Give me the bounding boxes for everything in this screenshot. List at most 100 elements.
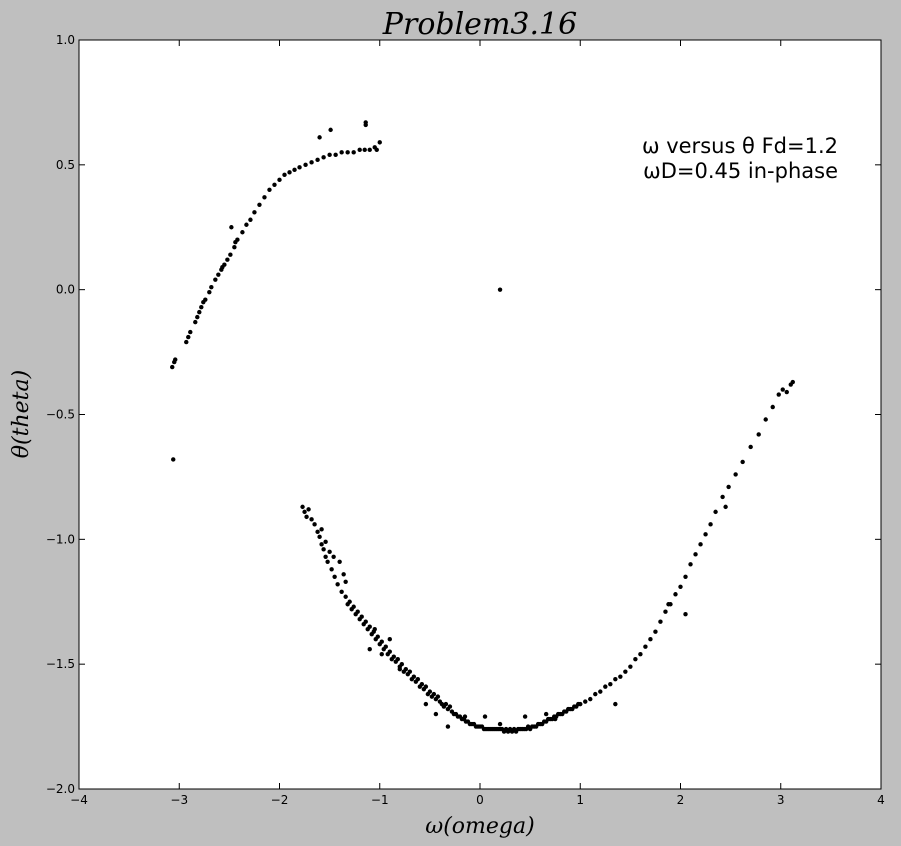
data-point [323, 554, 328, 560]
annotation-line-1: ω versus θ Fd=1.2 [642, 134, 838, 158]
data-point [207, 289, 212, 295]
data-point [720, 494, 725, 500]
chart-title: Problem3.16 [382, 7, 577, 42]
data-point [267, 187, 272, 192]
data-point [583, 699, 588, 704]
data-point [593, 691, 598, 697]
data-point [435, 694, 441, 699]
data-point [658, 619, 663, 624]
x-tick-label: 3 [777, 793, 785, 807]
data-point [272, 182, 277, 188]
data-point [603, 684, 608, 689]
y-tick-label: −0.5 [46, 408, 75, 422]
data-point [387, 637, 392, 642]
data-point [233, 240, 238, 245]
y-tick-label: −1.0 [46, 532, 75, 546]
data-point [379, 651, 384, 657]
data-point [193, 319, 198, 325]
data-point [643, 644, 648, 649]
data-point [375, 634, 380, 639]
data-point [240, 230, 245, 235]
data-point [784, 389, 789, 395]
data-point [447, 704, 453, 709]
data-point [327, 549, 332, 555]
data-point [399, 661, 405, 667]
data-point [363, 619, 368, 624]
data-point [335, 582, 340, 587]
data-point [367, 646, 372, 652]
data-point [300, 504, 305, 510]
data-point [613, 676, 618, 682]
x-tick-label: 2 [677, 793, 685, 807]
data-point [339, 589, 344, 594]
data-point [726, 484, 731, 490]
axis-ticks: −4 −3 −2 −1 0 1 2 3 4 −2.0 −1.5 −1.0 −0.5 0.0 0.5 1.0 [46, 33, 885, 807]
annotation-line-2: ωD=0.45 in-phase [643, 159, 838, 183]
data-point [328, 127, 333, 133]
data-point [220, 264, 225, 270]
data-point [445, 724, 451, 729]
data-point [331, 554, 336, 560]
data-point [703, 532, 708, 537]
data-point [362, 147, 367, 153]
data-point [188, 329, 193, 335]
data-point [345, 150, 350, 155]
data-point [638, 651, 643, 657]
data-point [363, 122, 368, 128]
data-point [403, 666, 409, 672]
data-point [377, 140, 382, 145]
data-point [197, 309, 202, 315]
data-point [618, 674, 623, 679]
data-point [688, 562, 693, 567]
data-point [379, 639, 384, 644]
data-point [277, 177, 282, 183]
data-point [209, 284, 214, 290]
data-point [351, 604, 356, 609]
data-point [543, 711, 549, 717]
data-point [419, 681, 425, 687]
x-tick-label: −2 [271, 793, 289, 807]
data-point [317, 135, 322, 140]
data-point [397, 666, 402, 672]
data-point [683, 574, 688, 579]
data-point [325, 559, 330, 565]
data-point [228, 252, 233, 257]
y-tick-label: 0.5 [56, 158, 75, 172]
data-point [195, 314, 200, 320]
data-point [770, 404, 775, 410]
data-point [633, 656, 638, 662]
data-point [359, 614, 364, 619]
data-point [351, 150, 356, 155]
data-point [588, 696, 593, 702]
y-axis-label: θ(theta) [9, 370, 34, 458]
data-point [497, 287, 503, 292]
data-point [411, 674, 417, 679]
data-point [443, 701, 449, 707]
x-axis-label: ω(omega) [425, 814, 534, 839]
data-point [372, 627, 377, 632]
data-point [317, 534, 322, 540]
y-tick-label: −1.5 [46, 657, 75, 671]
data-point [262, 195, 267, 200]
data-point [623, 669, 628, 674]
x-tick-label: 4 [877, 793, 885, 807]
data-point [229, 225, 234, 230]
data-point [395, 656, 400, 662]
data-point [367, 147, 372, 153]
data-point [357, 147, 362, 153]
data-point [306, 507, 311, 512]
data-point [216, 272, 221, 277]
data-point [740, 459, 745, 465]
data-point [693, 552, 698, 557]
data-point [203, 297, 208, 302]
data-point [312, 522, 317, 527]
data-point [257, 202, 262, 207]
data-point [608, 681, 613, 687]
data-point [333, 152, 338, 158]
data-point [497, 721, 503, 727]
data-point [628, 664, 633, 669]
data-point [321, 547, 326, 552]
data-point [666, 602, 671, 607]
data-point [423, 701, 429, 707]
